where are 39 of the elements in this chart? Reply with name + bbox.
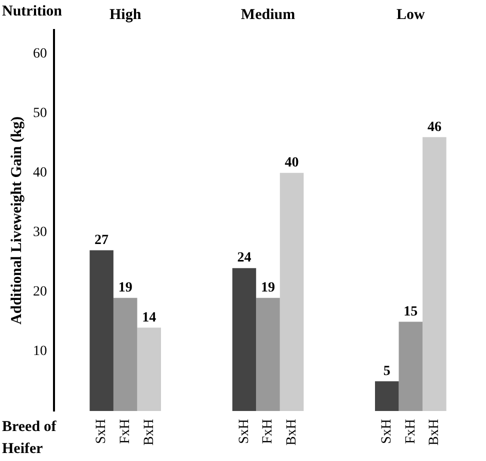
text: FxH — [260, 419, 276, 444]
x-tick-label: Low — [396, 6, 425, 23]
data-label: 5 — [383, 364, 390, 379]
data-label: 19 — [261, 280, 275, 296]
x-axis-title: Nutrition — [2, 3, 63, 20]
bar — [232, 268, 256, 411]
data-label: 14 — [142, 310, 156, 326]
y-tick-label: 30 — [33, 225, 47, 240]
text: BxH — [142, 419, 157, 446]
text: SxH — [380, 419, 395, 444]
y-tick-label: 10 — [33, 344, 47, 360]
data-label: 24 — [237, 250, 252, 266]
data-label: 19 — [118, 280, 132, 296]
text: SxH — [236, 419, 252, 444]
bar — [422, 137, 446, 411]
y-tick-label: 50 — [33, 106, 47, 122]
y-tick-label: 40 — [33, 166, 47, 181]
data-label: 40 — [284, 155, 299, 170]
text: BxH — [427, 419, 442, 446]
y-tick-label: 60 — [33, 46, 47, 62]
bar — [113, 298, 138, 411]
y-tick-label: 20 — [33, 284, 47, 300]
data-label: 27 — [94, 232, 109, 248]
bar — [90, 250, 114, 411]
data-label: 46 — [427, 120, 442, 135]
text: SxH — [94, 419, 110, 444]
text: FxH — [403, 419, 418, 444]
bar — [280, 172, 304, 411]
data-label: 15 — [404, 304, 418, 320]
legend-title: Breed of Heifer — [2, 419, 58, 457]
bar — [137, 328, 161, 411]
x-tick-label: High — [109, 6, 142, 23]
x-tick-label: Medium — [240, 6, 296, 23]
bar — [256, 298, 280, 411]
text: FxH — [118, 419, 134, 444]
text: BxH — [284, 419, 300, 446]
bar — [398, 322, 423, 411]
y-axis-title: Additional Liveweight Gain (kg) — [8, 116, 25, 324]
bar — [375, 381, 399, 411]
